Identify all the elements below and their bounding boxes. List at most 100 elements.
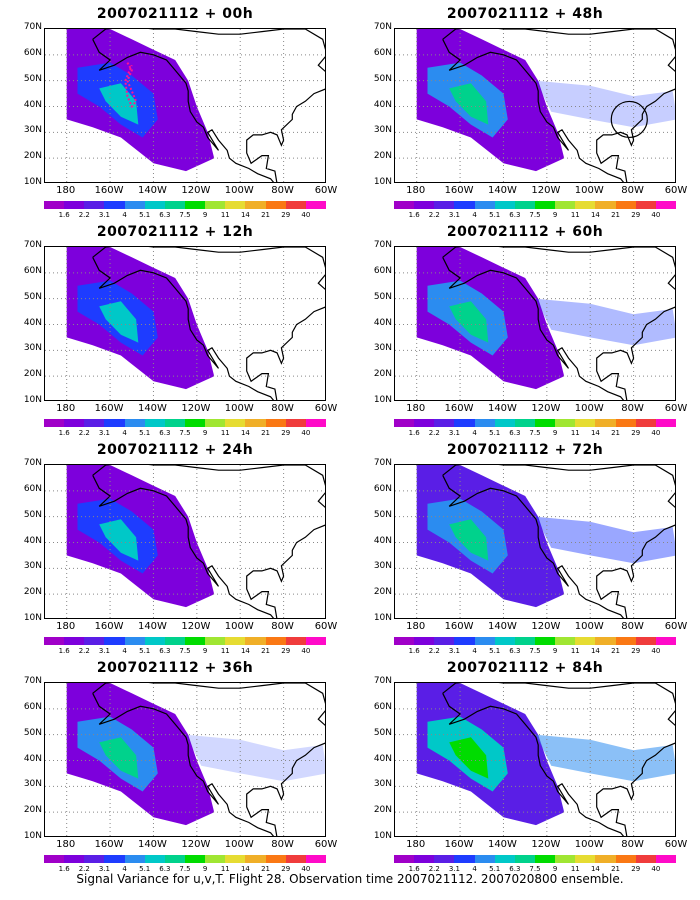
colorbar-swatch bbox=[305, 637, 326, 645]
colorbar-swatch bbox=[555, 201, 576, 209]
lat-tick-label: 70N bbox=[23, 676, 42, 686]
lon-tick-label: 120W bbox=[531, 621, 561, 632]
lon-tick-label: 60W bbox=[314, 621, 338, 632]
lon-tick-label: 100W bbox=[574, 403, 604, 414]
lat-tick-label: 60N bbox=[373, 483, 392, 494]
variance-contour bbox=[99, 301, 139, 343]
coastline bbox=[92, 29, 325, 182]
colorbar-swatch bbox=[104, 201, 125, 209]
colorbar-swatch bbox=[615, 201, 636, 209]
panel-title: 2007021112 + 24h bbox=[96, 442, 254, 458]
colorbar-swatch bbox=[144, 201, 165, 209]
colorbar-label: 5.1 bbox=[489, 211, 501, 219]
colorbar-swatch bbox=[394, 201, 415, 209]
coastline bbox=[442, 247, 675, 400]
colorbar-label: 1.6 bbox=[408, 865, 420, 873]
colorbar-swatch bbox=[225, 855, 246, 863]
colorbar-swatch bbox=[245, 855, 266, 863]
figure-caption: Signal Variance for u,v,T. Flight 28. Ob… bbox=[76, 872, 624, 886]
colorbar-swatch bbox=[615, 419, 636, 427]
colorbar-label: 2.2 bbox=[428, 647, 440, 655]
lat-tick-label: 50N bbox=[373, 291, 392, 302]
variance-map bbox=[44, 682, 326, 837]
colorbar-swatch bbox=[124, 419, 145, 427]
colorbar-label: 7.5 bbox=[529, 211, 541, 219]
lon-tick-label: 120W bbox=[181, 185, 211, 196]
lat-tick-label: 10N bbox=[23, 831, 42, 841]
panel-title: 2007021112 + 72h bbox=[446, 442, 604, 458]
colorbar-swatch bbox=[184, 201, 206, 209]
colorbar-swatch bbox=[394, 637, 415, 645]
colorbar-label: 1.6 bbox=[408, 211, 420, 219]
panel-title: 2007021112 + 36h bbox=[96, 660, 254, 676]
lat-tick-label: 60N bbox=[23, 483, 42, 494]
colorbar-swatch bbox=[595, 419, 616, 427]
variance-map bbox=[394, 246, 676, 401]
coastline bbox=[442, 683, 675, 836]
colorbar-swatch bbox=[64, 419, 85, 427]
colorbar-label: 14 bbox=[240, 211, 250, 219]
lon-tick-label: 100W bbox=[224, 839, 254, 850]
colorbar-label: 3.1 bbox=[448, 865, 460, 873]
colorbar-swatch bbox=[454, 201, 475, 209]
variance-map bbox=[44, 28, 326, 183]
colorbar-swatch bbox=[655, 419, 676, 427]
variance-map bbox=[44, 464, 326, 619]
colorbar-label: 21 bbox=[261, 865, 271, 873]
colorbar-swatch bbox=[514, 855, 535, 863]
colorbar-label: 21 bbox=[611, 211, 621, 219]
lat-tick-label: 70N bbox=[23, 458, 42, 468]
map-canvas bbox=[395, 247, 675, 400]
colorbar-label: 2.2 bbox=[428, 429, 440, 437]
colorbar-label: 11 bbox=[220, 865, 230, 873]
lat-tick-label: 70N bbox=[23, 240, 42, 250]
colorbar-label: 7.5 bbox=[529, 865, 541, 873]
lat-tick-label: 60N bbox=[23, 47, 42, 58]
colorbar-swatch bbox=[474, 419, 495, 427]
colorbar-label: 40 bbox=[301, 211, 311, 219]
map-panel: 2007021112 + 84h 70N 60N 50N 40N 30N 20N 10N 180… bbox=[360, 660, 690, 875]
variance-contour bbox=[99, 519, 139, 561]
colorbar-label: 2.2 bbox=[78, 865, 90, 873]
lon-tick-label: 180 bbox=[56, 403, 76, 414]
colorbar-label: 4 bbox=[472, 429, 477, 437]
lon-tick-label: 80W bbox=[271, 621, 294, 632]
panel-title: 2007021112 + 60h bbox=[446, 224, 604, 240]
lon-tick-label: 120W bbox=[181, 403, 211, 414]
colorbar-swatch bbox=[615, 855, 636, 863]
lat-tick-label: 60N bbox=[373, 47, 392, 58]
colorbar-swatch bbox=[394, 419, 415, 427]
colorbar bbox=[394, 637, 676, 645]
colorbar-swatch bbox=[575, 201, 596, 209]
colorbar-label: 11 bbox=[570, 429, 580, 437]
colorbar-label: 9 bbox=[552, 429, 558, 437]
colorbar-swatch bbox=[635, 419, 656, 427]
colorbar bbox=[44, 855, 326, 863]
lat-tick-label: 20N bbox=[373, 151, 392, 162]
lat-tick-label: 50N bbox=[373, 727, 392, 738]
colorbar-label: 6.3 bbox=[159, 211, 171, 219]
colorbar-label: 7.5 bbox=[529, 647, 541, 655]
colorbar-swatch bbox=[124, 637, 145, 645]
colorbar-label: 29 bbox=[281, 647, 291, 655]
colorbar-swatch bbox=[84, 419, 105, 427]
colorbar-swatch bbox=[64, 637, 85, 645]
colorbar-swatch bbox=[635, 855, 656, 863]
lon-tick-label: 60W bbox=[314, 185, 338, 196]
colorbar-label: 21 bbox=[261, 647, 271, 655]
colorbar-swatch bbox=[64, 855, 85, 863]
coastline bbox=[92, 683, 325, 836]
colorbar-swatch bbox=[534, 637, 556, 645]
colorbar-label: 40 bbox=[301, 865, 311, 873]
colorbar-swatch bbox=[454, 637, 475, 645]
colorbar bbox=[44, 201, 326, 209]
lon-tick-label: 100W bbox=[224, 621, 254, 632]
colorbar-swatch bbox=[494, 637, 515, 645]
lat-tick-label: 10N bbox=[23, 395, 42, 405]
colorbar-swatch bbox=[655, 637, 676, 645]
colorbar-swatch bbox=[555, 419, 576, 427]
colorbar-labels: 1.6 2.2 3.1 4 5.1 6.3 7.5 9 11 14 21 29 40 bbox=[394, 429, 676, 439]
lon-tick-label: 80W bbox=[271, 403, 294, 414]
colorbar-swatch bbox=[164, 637, 185, 645]
colorbar-swatch bbox=[84, 637, 105, 645]
